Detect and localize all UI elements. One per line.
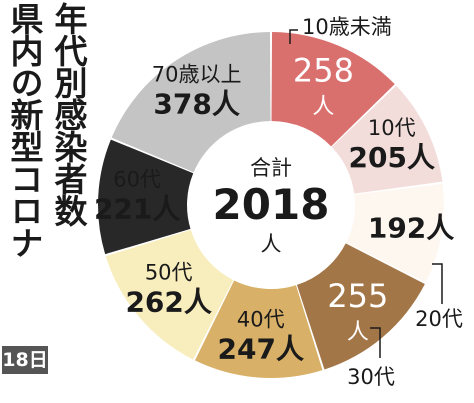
slice-1	[331, 85, 443, 194]
slice-6	[98, 139, 194, 255]
slice-unit-3: 人	[347, 320, 369, 345]
leader-line-3	[370, 327, 381, 358]
slice-value-2: 192人	[368, 212, 454, 245]
date-badge: 18日	[2, 346, 48, 374]
center-unit: 人	[261, 232, 282, 256]
slice-label-0: 10歳未満	[302, 15, 392, 39]
slice-label-1: 10代	[368, 116, 416, 140]
slice-3	[296, 243, 425, 370]
center-label: 合計	[250, 156, 292, 180]
slice-value-1: 205人	[349, 141, 435, 174]
chart-title-line1: 県内の新型コロナ	[5, 2, 44, 258]
slice-value-6: 221人	[94, 192, 180, 225]
slice-4	[195, 280, 323, 378]
slice-0	[271, 32, 395, 147]
slice-unit-0: 人	[312, 95, 334, 120]
slice-5	[105, 229, 234, 360]
leader-line-0	[289, 29, 298, 44]
slice-value-7: 378人	[153, 88, 239, 121]
slice-label-4: 40代	[237, 308, 285, 332]
slice-label-3: 30代	[347, 365, 395, 389]
slice-2	[346, 183, 445, 283]
slice-value-4: 247人	[218, 333, 304, 366]
slice-label-7: 70歳以上	[152, 63, 242, 87]
slice-7	[111, 32, 271, 173]
slice-value-5: 262人	[125, 286, 211, 319]
slice-label-2: 20代	[415, 307, 463, 331]
slice-label-5: 50代	[145, 261, 193, 285]
slice-label-6: 60代	[113, 167, 161, 191]
chart-title-line2: 年代別感染者数	[49, 2, 88, 226]
leader-line-2	[432, 263, 443, 304]
slice-value-0: 258	[293, 52, 354, 90]
center-total: 2018	[213, 180, 330, 229]
slice-value-3: 255	[327, 277, 388, 315]
